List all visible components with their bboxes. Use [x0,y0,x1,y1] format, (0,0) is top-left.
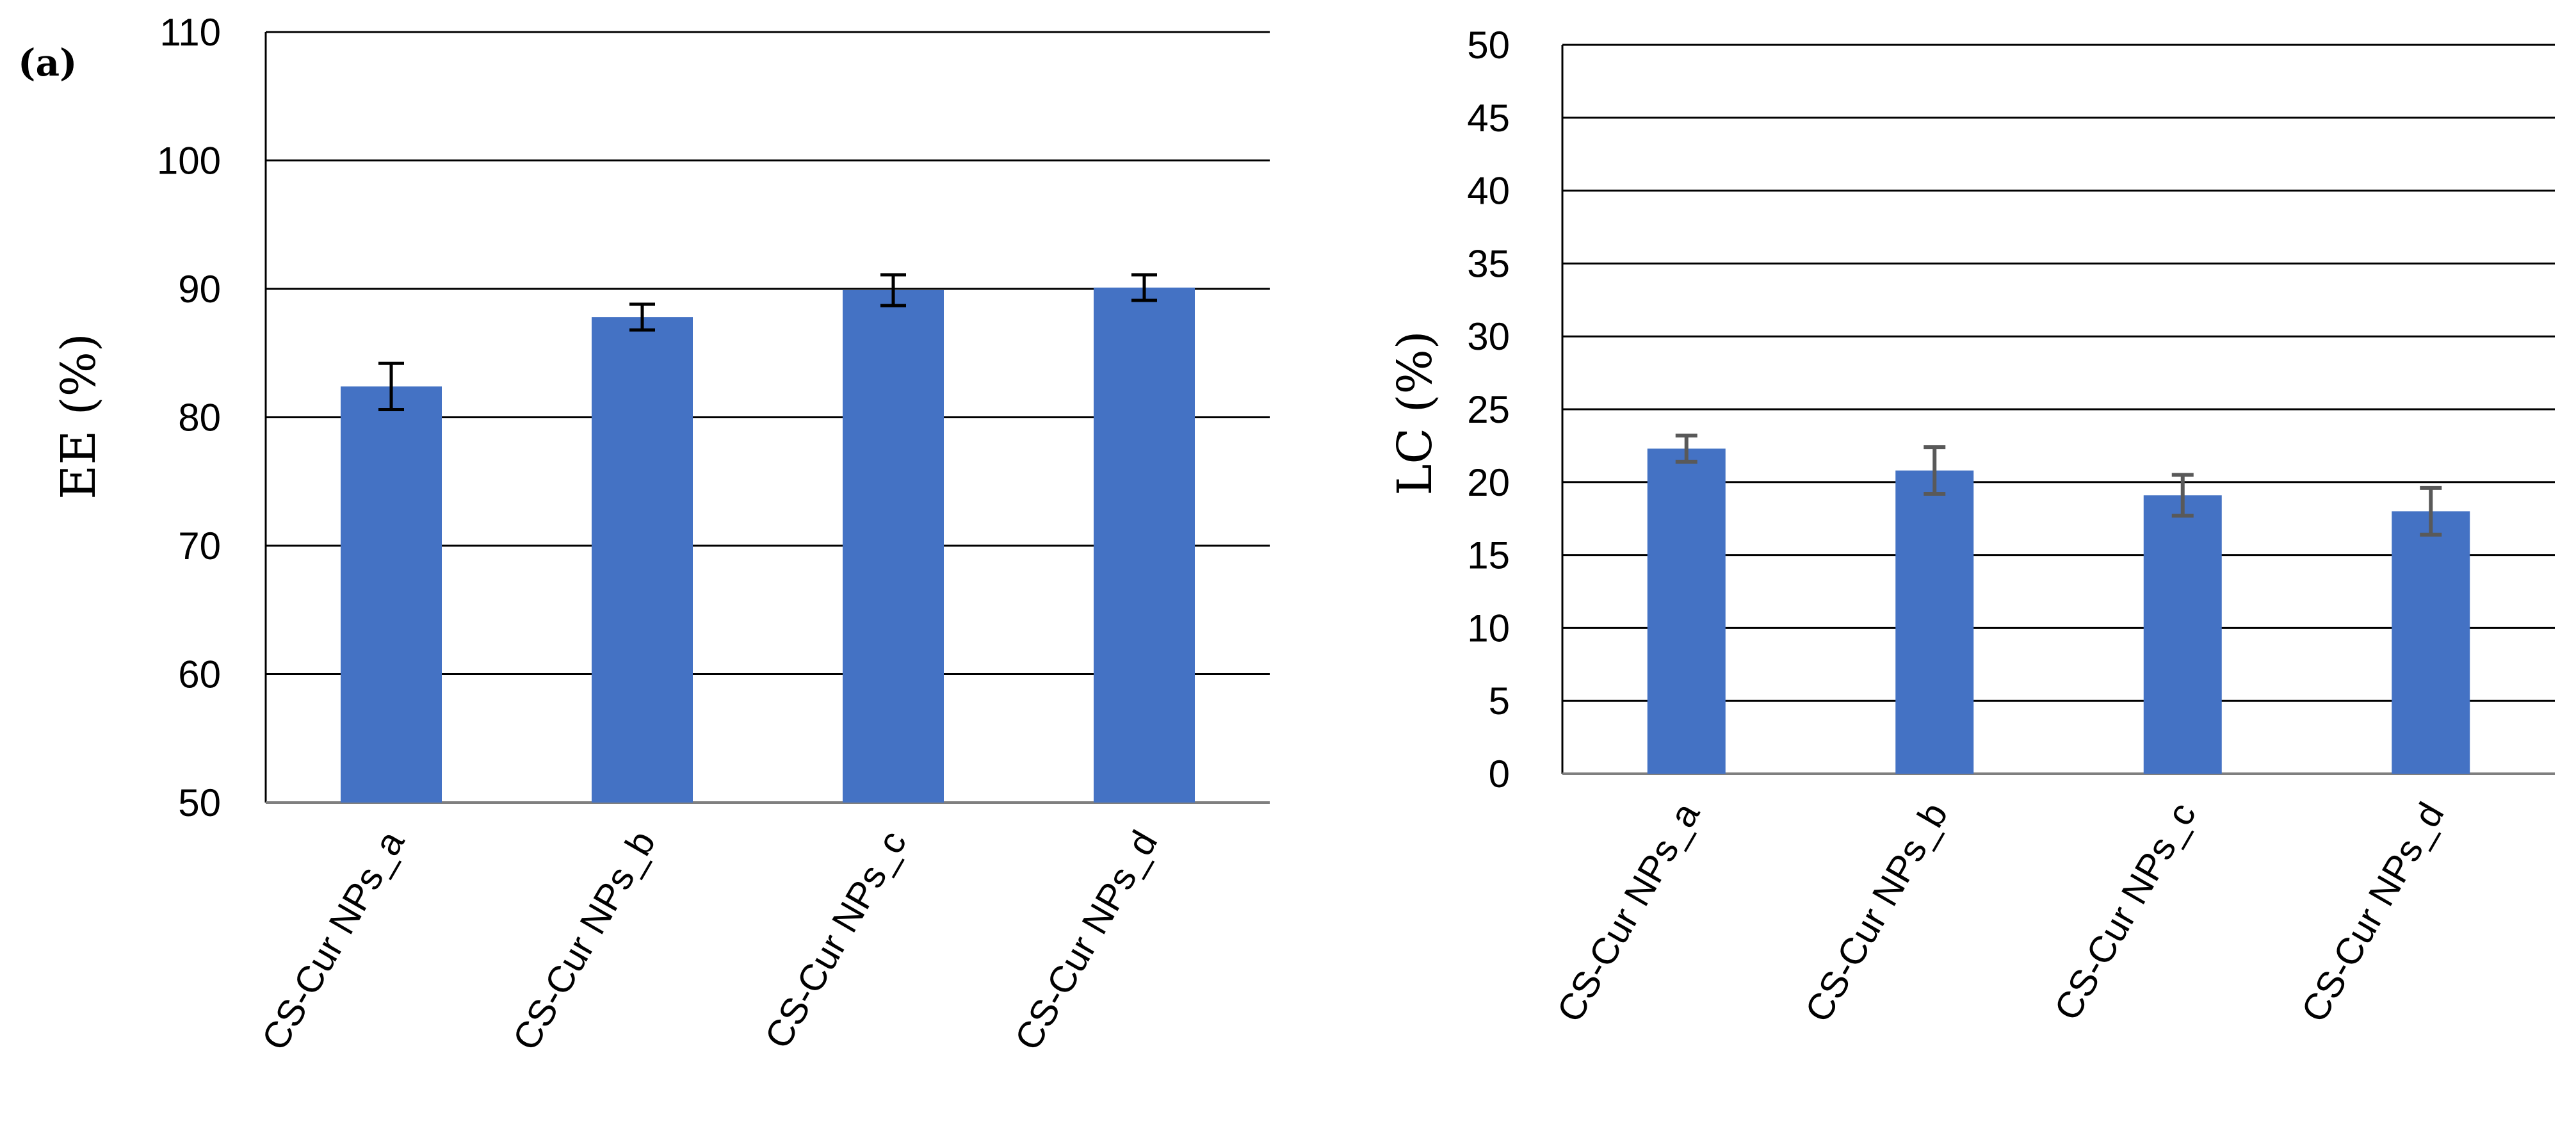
x-tick-label: CS-Cur NPs_a [254,823,412,1057]
error-bar [629,302,655,332]
lc-chart: LC (%) 0 5 10 15 20 25 30 35 40 45 50 CS-Cur NPs_a C… [1388,24,2555,1029]
bar [341,386,442,803]
x-tick-label: CS-Cur NPs_b [505,824,663,1057]
y-axis-title: EE (%) [51,333,106,500]
y-tick-label: 50 [1467,24,1510,67]
x-tick-label: CS-Cur NPs_b [1797,796,1956,1029]
y-tick-label: 15 [1467,534,1510,577]
panel-label: (a) [18,41,77,85]
error-bar [1924,445,1946,496]
y-tick-label: 110 [159,11,221,54]
x-tick-label: CS-Cur NPs_d [2293,796,2452,1029]
bar [843,290,944,803]
error-bar [880,273,906,307]
y-tick-label: 50 [178,781,221,824]
x-tick-label: CS-Cur NPs_c [2046,796,2204,1027]
bar [1094,287,1195,803]
y-tick-label: 35 [1467,242,1510,285]
y-tick-label: 5 [1489,680,1510,722]
y-tick-label: 40 [1467,170,1510,213]
x-tick-label: CS-Cur NPs_d [1007,824,1165,1057]
bar [592,317,693,803]
error-bar [378,361,404,411]
y-tick-label: 20 [1467,461,1510,504]
bar [2392,511,2470,774]
bar [1647,448,1726,774]
y-tick-label: 45 [1467,97,1510,140]
ee-chart: EE (%) 50 60 70 80 90 100 110 CS-Cur NPs_a CS-Cu… [51,11,1270,1057]
y-tick-label: 60 [178,653,221,696]
y-tick-label: 90 [178,268,221,311]
bar [2143,495,2222,774]
x-tick-label: CS-Cur NPs_c [757,824,914,1056]
error-bar [2171,473,2194,518]
error-bar [1675,433,1697,464]
y-tick-label: 100 [157,140,221,183]
y-axis-title: LC (%) [1388,330,1443,495]
y-tick-label: 0 [1489,753,1510,796]
error-bar [1131,273,1157,302]
y-tick-label: 30 [1467,315,1510,358]
x-tick-label: CS-Cur NPs_a [1549,795,1708,1029]
error-bar [2420,485,2442,537]
y-tick-label: 80 [178,396,221,439]
bar [1895,470,1974,774]
y-tick-label: 25 [1467,388,1510,431]
y-tick-label: 70 [178,525,221,567]
y-tick-label: 10 [1467,607,1510,649]
